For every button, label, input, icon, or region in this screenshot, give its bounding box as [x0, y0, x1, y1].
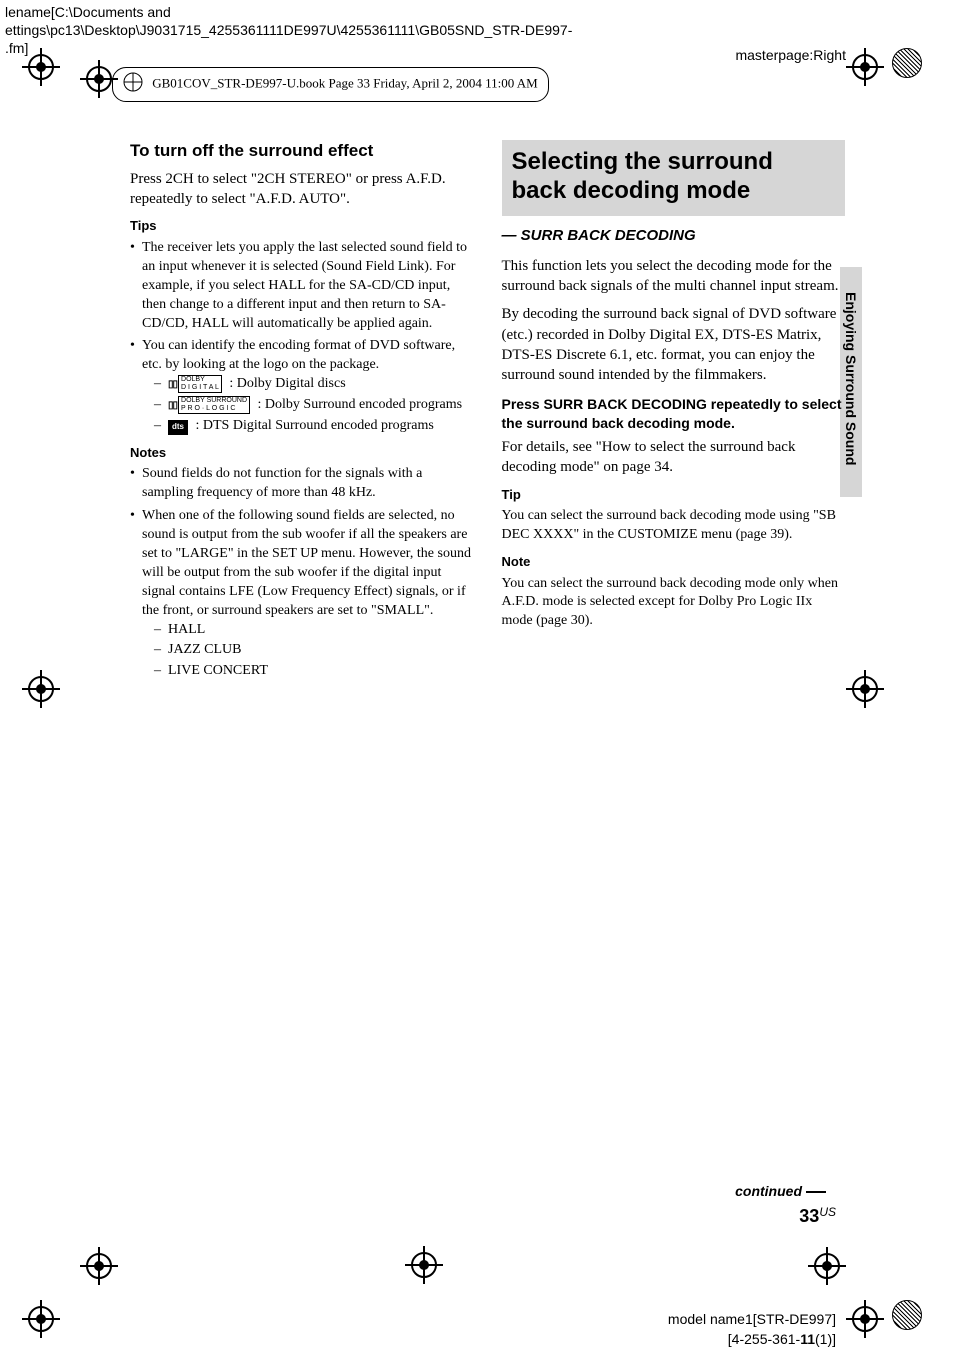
right-para-2: By decoding the surround back signal of … [502, 304, 846, 385]
sound-field-item: JAZZ CLUB [154, 641, 474, 660]
hatched-circle-icon [892, 48, 922, 78]
dolby-dd-icon: ▯▯ [168, 399, 177, 413]
filepath-line-3: .fm] [5, 39, 572, 57]
tip-text: You can identify the encoding format of … [142, 338, 455, 372]
registration-mark-icon [846, 1300, 884, 1338]
hatched-circle-icon [892, 1300, 922, 1330]
registration-mark-icon [22, 48, 60, 86]
footer-model-line1: model name1[STR-DE997] [668, 1310, 836, 1330]
dolby-digital-logo-icon: DOLBYD I G I T A L [178, 375, 222, 392]
notes-list: Sound fields do not function for the sig… [130, 465, 474, 681]
logo-desc: : Dolby Digital discs [226, 376, 346, 391]
note-item: When one of the following sound fields a… [130, 507, 474, 681]
tip-item: The receiver lets you apply the last sel… [130, 239, 474, 333]
logo-item: ▯▯DOLBYD I G I T A L : Dolby Digital dis… [154, 375, 474, 394]
page-content: To turn off the surround effect Press 2C… [130, 140, 845, 685]
note-text: You can select the surround back decodin… [502, 575, 846, 632]
note-sublist: HALL JAZZ CLUB LIVE CONCERT [142, 621, 474, 682]
source-filepath: lename[C:\Documents and ettings\pc13\Des… [5, 3, 572, 58]
book-icon [123, 72, 143, 92]
right-para-3: For details, see "How to select the surr… [502, 437, 846, 478]
registration-mark-icon [808, 1247, 846, 1285]
logo-list: ▯▯DOLBYD I G I T A L : Dolby Digital dis… [142, 375, 474, 436]
book-info-text: GB01COV_STR-DE997-U.book Page 33 Friday,… [152, 75, 537, 90]
section-subtitle: — SURR BACK DECODING [502, 226, 846, 246]
logo-item: ▯▯DOLBY SURROUNDP R O · L O G I C : Dolb… [154, 396, 474, 415]
section-title-line1: Selecting the surround [512, 148, 836, 177]
registration-mark-icon [22, 670, 60, 708]
logo-item: dts : DTS Digital Surround encoded progr… [154, 417, 474, 436]
registration-mark-icon [846, 48, 884, 86]
section-title-box: Selecting the surround back decoding mod… [502, 140, 846, 216]
section-title-line2: back decoding mode [512, 177, 836, 206]
registration-mark-icon [80, 1247, 118, 1285]
registration-mark-icon [405, 1246, 443, 1284]
footer-model-info: model name1[STR-DE997] [4-255-361-11(1)] [668, 1310, 836, 1349]
filepath-line-1: lename[C:\Documents and [5, 3, 572, 21]
page-region: US [819, 1205, 836, 1219]
book-info-box: GB01COV_STR-DE997-U.book Page 33 Friday,… [112, 67, 549, 102]
note-item: Sound fields do not function for the sig… [130, 465, 474, 503]
sound-field-item: LIVE CONCERT [154, 662, 474, 681]
logo-desc: : Dolby Surround encoded programs [254, 397, 462, 412]
heading-turn-off-surround: To turn off the surround effect [130, 140, 474, 163]
tips-heading: Tips [130, 217, 474, 235]
footer-model-line2: [4-255-361-11(1)] [668, 1330, 836, 1350]
tip-text: You can select the surround back decodin… [502, 507, 846, 545]
tip-item: You can identify the encoding format of … [130, 337, 474, 435]
note-text: When one of the following sound fields a… [142, 508, 471, 617]
sound-field-item: HALL [154, 621, 474, 640]
press-instruction: Press SURR BACK DECODING repeatedly to s… [502, 395, 846, 433]
left-column: To turn off the surround effect Press 2C… [130, 140, 474, 685]
dolby-dd-icon: ▯▯ [168, 378, 177, 392]
masterpage-label: masterpage:Right [735, 46, 846, 65]
logo-desc: : DTS Digital Surround encoded programs [192, 418, 434, 433]
right-column: Selecting the surround back decoding mod… [502, 140, 846, 685]
filepath-line-2: ettings\pc13\Desktop\J9031715_4255361111… [5, 21, 572, 39]
right-para-1: This function lets you select the decodi… [502, 256, 846, 297]
registration-mark-icon [22, 1300, 60, 1338]
tips-list: The receiver lets you apply the last sel… [130, 239, 474, 436]
notes-heading: Notes [130, 444, 474, 462]
page-number: 33US [799, 1204, 836, 1228]
registration-mark-icon [846, 670, 884, 708]
turn-off-instruction: Press 2CH to select "2CH STEREO" or pres… [130, 169, 474, 210]
dts-logo-icon: dts [168, 420, 188, 435]
dolby-surround-logo-icon: DOLBY SURROUNDP R O · L O G I C [178, 396, 250, 413]
page-number-value: 33 [799, 1206, 819, 1226]
continued-label: continued [735, 1182, 826, 1201]
tip-heading: Tip [502, 486, 846, 504]
registration-mark-icon [80, 60, 118, 98]
note-heading: Note [502, 553, 846, 571]
